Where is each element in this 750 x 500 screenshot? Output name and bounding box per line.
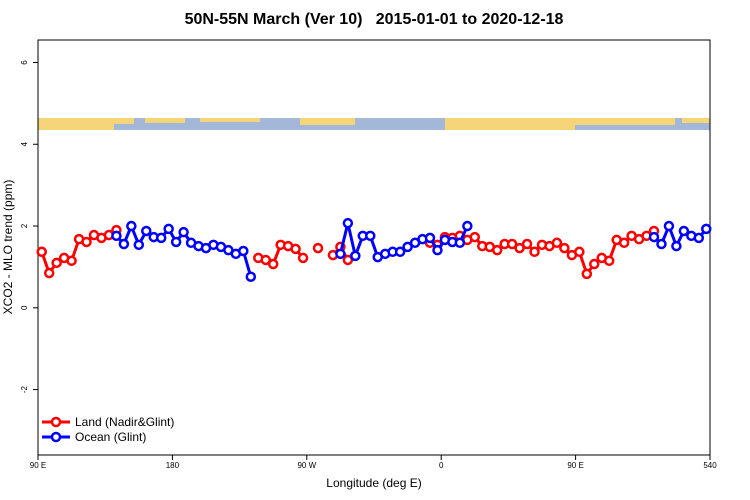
y-tick-label: 6 <box>20 60 29 65</box>
data-point <box>365 230 376 242</box>
data-point <box>51 257 62 269</box>
x-tick-label: 540 <box>703 461 717 470</box>
data-point <box>163 223 174 235</box>
data-point <box>514 242 525 254</box>
data-point <box>36 246 47 258</box>
data-point <box>342 217 354 229</box>
data-point <box>469 231 481 243</box>
x-tick-label: 0 <box>439 461 444 470</box>
legend-label: Land (Nadir&Glint) <box>75 415 174 429</box>
data-point <box>491 244 503 256</box>
data-point <box>342 254 354 266</box>
data-point <box>581 268 593 280</box>
data-point <box>133 239 145 251</box>
x-tick-label: 180 <box>166 461 180 470</box>
data-point <box>394 246 406 258</box>
x-tick-label: 90 E <box>567 461 583 470</box>
data-point <box>312 242 324 254</box>
data-point <box>290 243 301 255</box>
data-point <box>521 238 533 250</box>
x-tick-label: 90 W <box>297 461 316 470</box>
data-point <box>178 226 189 238</box>
data-point <box>432 244 443 256</box>
data-point <box>402 241 413 253</box>
data-point <box>551 237 563 249</box>
data-point <box>603 255 615 267</box>
y-tick-label: 4 <box>20 141 29 146</box>
data-point <box>260 254 271 266</box>
legend-label: Ocean (Glint) <box>75 430 146 444</box>
y-tick-label: -2 <box>20 385 29 393</box>
data-point <box>701 223 712 235</box>
data-point <box>238 245 249 257</box>
data-point <box>663 220 675 232</box>
y-tick-label: 2 <box>20 223 29 228</box>
data-point <box>648 231 660 243</box>
data-point <box>462 220 473 232</box>
data-point <box>111 230 122 242</box>
data-point <box>141 225 152 237</box>
data-point <box>126 220 137 232</box>
y-axis-label: XCO2 - MLO trend (ppm) <box>1 180 15 315</box>
data-point <box>170 236 182 248</box>
data-point <box>589 258 600 270</box>
x-axis-label: Longitude (deg E) <box>326 476 421 490</box>
data-point <box>618 237 630 249</box>
legend: Land (Nadir&Glint) Ocean (Glint) <box>42 415 174 444</box>
data-point <box>574 246 585 258</box>
data-point <box>506 238 518 250</box>
data-point <box>66 255 77 267</box>
data-point <box>454 237 466 249</box>
data-point <box>559 242 570 254</box>
data-point <box>267 258 279 270</box>
data-point <box>678 225 690 237</box>
data-point <box>155 232 167 244</box>
chart-title: 50N-55N March (Ver 10) 2015-01-01 to 202… <box>185 11 564 28</box>
data-point <box>656 238 667 250</box>
data-point <box>43 267 55 279</box>
data-point <box>693 232 705 244</box>
y-tick-label: 0 <box>20 305 29 310</box>
data-point <box>529 246 540 258</box>
data-point <box>245 271 257 282</box>
x-tick-label: 90 E <box>30 461 46 470</box>
data-point <box>118 238 130 250</box>
data-point <box>81 236 92 248</box>
data-point <box>350 250 361 262</box>
plot-frame <box>37 39 711 456</box>
data-point <box>424 232 436 244</box>
data-point <box>297 252 309 264</box>
data-point <box>335 248 346 260</box>
land-ocean-strip <box>38 118 710 130</box>
data-point <box>671 240 682 252</box>
